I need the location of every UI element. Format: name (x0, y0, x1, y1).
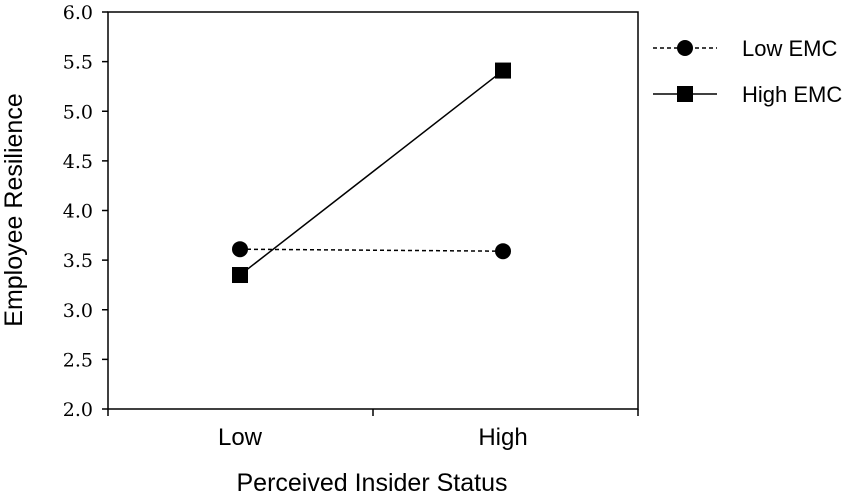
legend-marker (677, 40, 693, 56)
y-tick-label: 4.0 (63, 201, 93, 223)
data-point-low-emc (232, 241, 248, 258)
data-point-low-emc (495, 243, 511, 260)
series-line-low-emc (239, 248, 504, 252)
legend-label: High EMC (742, 82, 842, 107)
legend-marker (677, 86, 693, 102)
series-low-emc (232, 241, 511, 260)
x-axis-title: Perceived Insider Status (237, 469, 508, 496)
legend-item-low-emc: Low EMC (653, 36, 837, 61)
y-tick-label: 5.5 (63, 52, 93, 74)
y-tick-label: 3.0 (63, 300, 93, 322)
y-tick-label: 2.0 (63, 399, 93, 421)
legend-label: Low EMC (742, 36, 837, 61)
series-line-high-emc (239, 69, 504, 276)
plot-frame (107, 11, 639, 410)
y-axis-title: Employee Resilience (0, 93, 28, 326)
data-point-high-emc (495, 62, 511, 79)
series-high-emc (232, 62, 511, 284)
x-tick-label: High (478, 424, 527, 451)
x-axis-ticks: Low High (107, 409, 639, 451)
y-tick-label: 4.5 (63, 151, 93, 173)
data-point-high-emc (232, 267, 248, 284)
legend-item-high-emc: High EMC (653, 82, 842, 107)
legend: Low EMC High EMC (653, 36, 842, 107)
y-tick-label: 5.0 (63, 101, 93, 123)
y-axis-ticks: 2.0 2.5 3.0 3.5 4.0 4.5 5.0 5.5 6.0 (63, 2, 108, 421)
y-tick-label: 2.5 (63, 349, 93, 371)
y-tick-label: 3.5 (63, 250, 93, 272)
x-tick-label: Low (218, 424, 263, 451)
y-tick-label: 6.0 (63, 2, 93, 24)
series-layer (232, 62, 511, 284)
